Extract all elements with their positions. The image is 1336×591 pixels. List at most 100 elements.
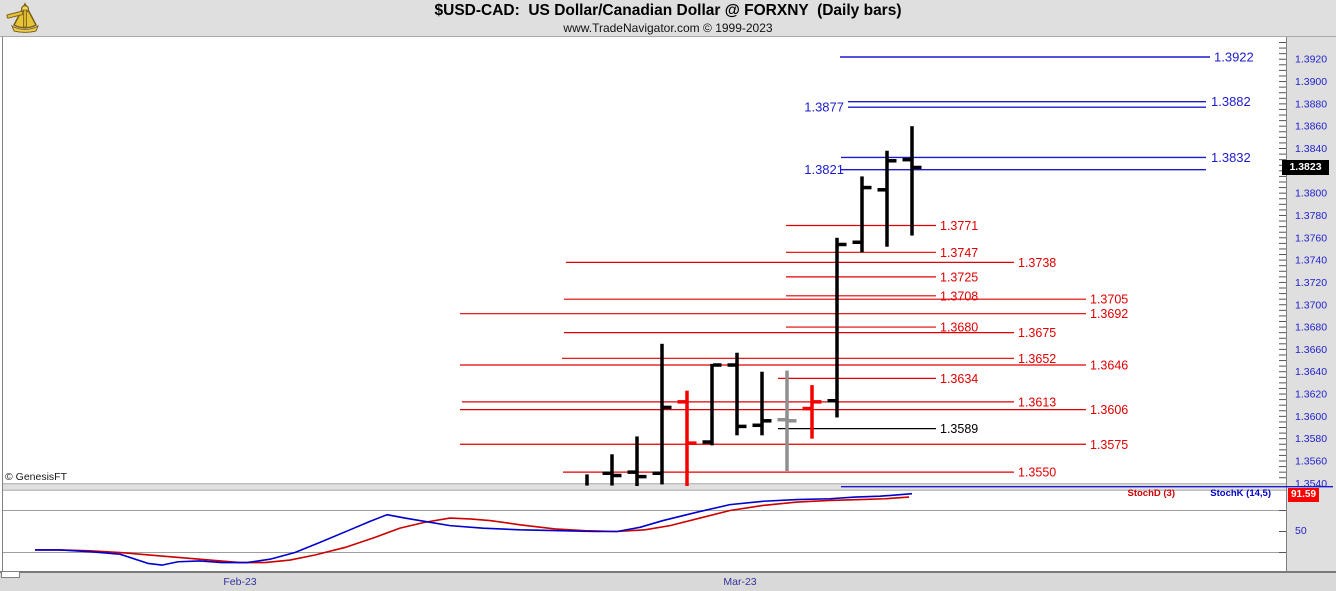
- stochd-legend-label[interactable]: StochD (3): [1127, 488, 1176, 499]
- ohlc-open-tick: [877, 188, 886, 192]
- ohlc-close-tick: [763, 419, 772, 423]
- ohlc-open-tick: [627, 470, 636, 474]
- ohlc-open-tick: [852, 240, 861, 245]
- chart-subtitle: www.TradeNavigator.com © 1999-2023: [563, 21, 773, 35]
- price-axis-label: 1.3680: [1295, 322, 1327, 334]
- price-level-label: 1.3646: [1090, 359, 1128, 373]
- date-axis[interactable]: [0, 573, 1336, 591]
- price-level-label: 1.3821: [804, 162, 844, 177]
- chart-header: $USD-CAD: US Dollar/Canadian Dollar @ FO…: [0, 0, 1336, 36]
- price-axis-label: 1.3760: [1295, 232, 1327, 244]
- chart-title: $USD-CAD: US Dollar/Canadian Dollar @ FO…: [434, 2, 902, 19]
- current-price-box: 1.3823: [1282, 159, 1329, 175]
- price-axis-label: 1.3920: [1295, 54, 1327, 66]
- price-axis-label: 1.3700: [1295, 299, 1327, 311]
- ohlc-bar: [810, 385, 814, 439]
- price-level-label: 1.3738: [1018, 256, 1056, 270]
- price-axis-label: 1.3640: [1295, 366, 1327, 378]
- stochd-value-box: 91.59: [1288, 488, 1319, 502]
- ohlc-open-tick: [702, 440, 711, 444]
- price-level-label: 1.3725: [940, 270, 978, 284]
- ohlc-bar: [660, 343, 664, 485]
- price-axis-label: 1.3740: [1295, 255, 1327, 267]
- price-level-label: 1.3922: [1214, 50, 1254, 65]
- ohlc-open-tick: [602, 471, 611, 476]
- ohlc-open-tick: [827, 398, 836, 403]
- price-level-label: 1.3613: [1018, 395, 1056, 409]
- price-axis-label: 1.3800: [1295, 188, 1327, 200]
- stochk-legend-label[interactable]: StochK (14,5): [1210, 488, 1271, 499]
- stoch-axis-label: 50: [1295, 525, 1307, 537]
- price-level-label: 1.3705: [1090, 293, 1128, 307]
- ohlc-open-tick: [652, 471, 661, 476]
- ohlc-bar: [785, 370, 789, 472]
- price-level-label: 1.3747: [940, 246, 978, 260]
- price-level-label: 1.3634: [940, 372, 978, 386]
- price-axis-label: 1.3780: [1295, 210, 1327, 222]
- price-level-label: 1.3606: [1090, 403, 1128, 417]
- ohlc-open-tick: [677, 400, 686, 404]
- ohlc-close-tick: [838, 242, 847, 247]
- price-axis-label: 1.3580: [1295, 433, 1327, 445]
- price-axis-label: 1.3880: [1295, 98, 1327, 110]
- ohlc-bar: [760, 371, 764, 436]
- ohlc-close-tick: [888, 159, 897, 163]
- ohlc-bar: [710, 363, 714, 446]
- price-axis-label: 1.3560: [1295, 455, 1327, 467]
- price-level-label: 1.3692: [1090, 307, 1128, 321]
- ohlc-close-tick: [713, 363, 722, 367]
- ohlc-close-tick: [638, 474, 647, 479]
- stochd-line: [35, 496, 910, 564]
- ohlc-close-tick: [788, 419, 797, 423]
- ohlc-open-tick: [802, 406, 811, 411]
- genesis-watermark: © GenesisFT: [5, 471, 68, 483]
- ohlc-close-tick: [663, 405, 672, 410]
- price-level-label: 1.3652: [1018, 352, 1056, 366]
- ohlc-bar: [860, 176, 864, 253]
- price-axis-label: 1.3860: [1295, 121, 1327, 133]
- ohlc-close-tick: [863, 185, 872, 190]
- price-axis-label: 1.3840: [1295, 143, 1327, 155]
- date-axis-label: Feb-23: [223, 576, 257, 588]
- ohlc-bar: [835, 237, 839, 418]
- stochk-line: [35, 492, 913, 566]
- price-level-label: 1.3832: [1211, 150, 1251, 165]
- price-axis-label: 1.3600: [1295, 411, 1327, 423]
- price-level-label: 1.3575: [1090, 438, 1128, 452]
- price-axis-label: 1.3620: [1295, 389, 1327, 401]
- ohlc-open-tick: [902, 157, 911, 162]
- ohlc-open-tick: [727, 363, 736, 367]
- price-level-label: 1.3882: [1211, 94, 1251, 109]
- price-level-label: 1.3680: [940, 321, 978, 335]
- price-level-label: 1.3675: [1018, 326, 1056, 340]
- date-axis-label: Mar-23: [723, 576, 757, 588]
- price-level-label: 1.3550: [1018, 466, 1056, 480]
- ohlc-close-tick: [813, 400, 822, 404]
- price-level-label: 1.3771: [940, 219, 978, 233]
- ohlc-bar: [910, 126, 914, 236]
- price-level-label: 1.3589: [940, 422, 978, 436]
- ohlc-close-tick: [613, 473, 622, 478]
- panel-gap: [3, 484, 1286, 490]
- price-axis[interactable]: [1287, 36, 1336, 572]
- price-axis-label: 1.3900: [1295, 76, 1327, 88]
- splitter-handle[interactable]: [1, 571, 20, 578]
- ohlc-bar: [610, 454, 614, 486]
- ohlc-close-tick: [688, 441, 697, 445]
- panel-divider: [0, 571, 1336, 573]
- ohlc-bar: [635, 436, 639, 486]
- ohlc-bar: [885, 150, 889, 247]
- price-axis-label: 1.3720: [1295, 277, 1327, 289]
- ohlc-close-tick: [738, 424, 747, 429]
- price-level-label: 1.3708: [940, 289, 978, 303]
- ohlc-open-tick: [752, 423, 761, 428]
- ohlc-bar: [585, 474, 589, 486]
- sextant-icon: [6, 2, 40, 33]
- price-level-label: 1.3877: [804, 100, 844, 115]
- ohlc-bar: [735, 352, 739, 436]
- ohlc-bar: [685, 390, 689, 486]
- price-axis-label: 1.3660: [1295, 344, 1327, 356]
- ohlc-open-tick: [777, 417, 786, 422]
